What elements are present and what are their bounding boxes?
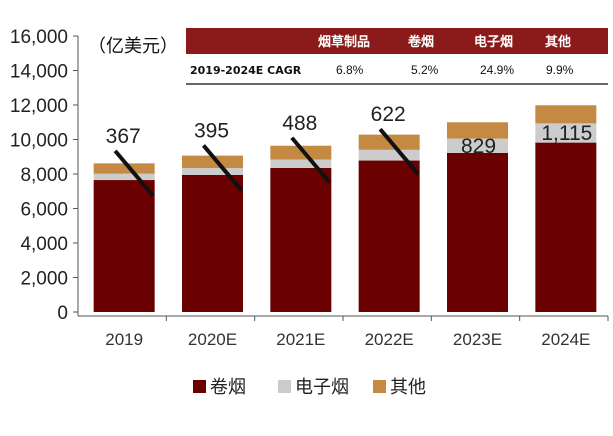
bar-stack-2022E: [358, 134, 420, 312]
unit-label: （亿美元）: [88, 36, 178, 57]
ecig-value-label: 1,115: [541, 122, 592, 145]
bar-segment-cigarettes: [93, 180, 155, 312]
y-tick-label: 2,000: [20, 269, 68, 290]
x-tick-label: 2019: [105, 330, 143, 349]
legend-item-cigarettes: 卷烟: [193, 377, 246, 398]
legend-swatch: [278, 380, 291, 393]
x-tick-label: 2023E: [453, 330, 502, 349]
ecig-pointer-line: [113, 149, 155, 198]
y-tick-label: 12,000: [10, 96, 68, 117]
x-tick-label: 2020E: [188, 330, 237, 349]
bar-segment-cigarettes: [270, 167, 332, 312]
bar-segment-other: [182, 155, 243, 169]
ecig-value-label: 367: [106, 125, 141, 148]
legend-swatch: [373, 380, 386, 393]
y-tick-label: 0: [57, 303, 68, 324]
legend-swatch: [193, 380, 206, 393]
bar-segment-ecig: [358, 149, 420, 161]
bar-stack-2021E: [270, 145, 332, 312]
cagr-header-tobacco: 烟草制品: [318, 34, 370, 50]
bar-segment-cigarettes: [535, 142, 597, 312]
bar-stack-2023E: [447, 122, 508, 312]
ecig-annotations: 367 395 488 622 829 1,115: [106, 103, 592, 198]
x-axis: 2019 2020E 2021E 2022E 2023E 2024E: [78, 315, 609, 349]
bar-stack-2020E: [182, 155, 243, 312]
ecig-pointer-line: [290, 136, 332, 185]
legend-item-ecig: 电子烟: [278, 377, 349, 398]
ecig-pointer-line: [378, 127, 420, 176]
bar-segment-cigarettes: [182, 174, 243, 312]
cagr-header-ecig: 电子烟: [474, 34, 513, 50]
x-tick-label: 2022E: [365, 330, 414, 349]
bar-segment-other: [447, 122, 508, 139]
y-tick-label: 8,000: [20, 165, 68, 186]
bar-segment-other: [270, 145, 332, 160]
cagr-value-other: 9.9%: [546, 63, 574, 77]
bar-segment-ecig: [535, 123, 597, 143]
ecig-value-label: 622: [371, 103, 406, 126]
bars: [93, 105, 597, 312]
y-tick-label: 4,000: [20, 234, 68, 255]
cagr-table-header-bg: [186, 28, 608, 54]
ecig-value-label: 829: [461, 135, 496, 158]
bar-segment-cigarettes: [447, 152, 508, 312]
ecig-pointer-line: [201, 144, 244, 192]
y-tick-label: 16,000: [10, 27, 68, 48]
bar-stack-2019: [93, 163, 155, 312]
cagr-value-ecig: 24.9%: [480, 63, 514, 77]
y-tick-label: 14,000: [10, 62, 68, 83]
cagr-value-tobacco: 6.8%: [336, 63, 364, 77]
x-tick-label: 2021E: [276, 330, 325, 349]
bar-segment-other: [93, 163, 155, 174]
x-tick-label: 2024E: [541, 330, 590, 349]
legend-item-other: 其他: [373, 377, 426, 398]
legend-label: 电子烟: [295, 377, 349, 398]
y-axis: 0 2,000 4,000 6,000 8,000 10,000 12,000 14,000 1…: [10, 27, 79, 324]
cagr-value-cigarettes: 5.2%: [411, 63, 439, 77]
cagr-header-cigarettes: 卷烟: [408, 34, 434, 50]
ecig-value-label: 395: [194, 119, 229, 142]
cagr-header-other: 其他: [545, 34, 571, 50]
cagr-table: 烟草制品 卷烟 电子烟 其他 2019-2024E CAGR 6.8% 5.2%…: [186, 28, 608, 85]
ecig-value-label: 488: [282, 112, 317, 135]
cagr-row-label: 2019-2024E CAGR: [190, 64, 302, 77]
legend: 卷烟 电子烟 其他: [193, 377, 426, 398]
legend-label: 卷烟: [210, 377, 246, 398]
legend-label: 其他: [390, 377, 426, 398]
y-tick-label: 6,000: [20, 200, 68, 221]
bar-segment-cigarettes: [358, 160, 420, 312]
bar-segment-ecig: [447, 138, 508, 153]
y-tick-label: 10,000: [10, 131, 68, 152]
bar-segment-ecig: [93, 173, 155, 181]
bar-segment-other: [535, 105, 597, 124]
bar-stack-2024E: [535, 105, 597, 312]
bar-segment-ecig: [182, 168, 243, 175]
bar-segment-ecig: [270, 159, 332, 168]
